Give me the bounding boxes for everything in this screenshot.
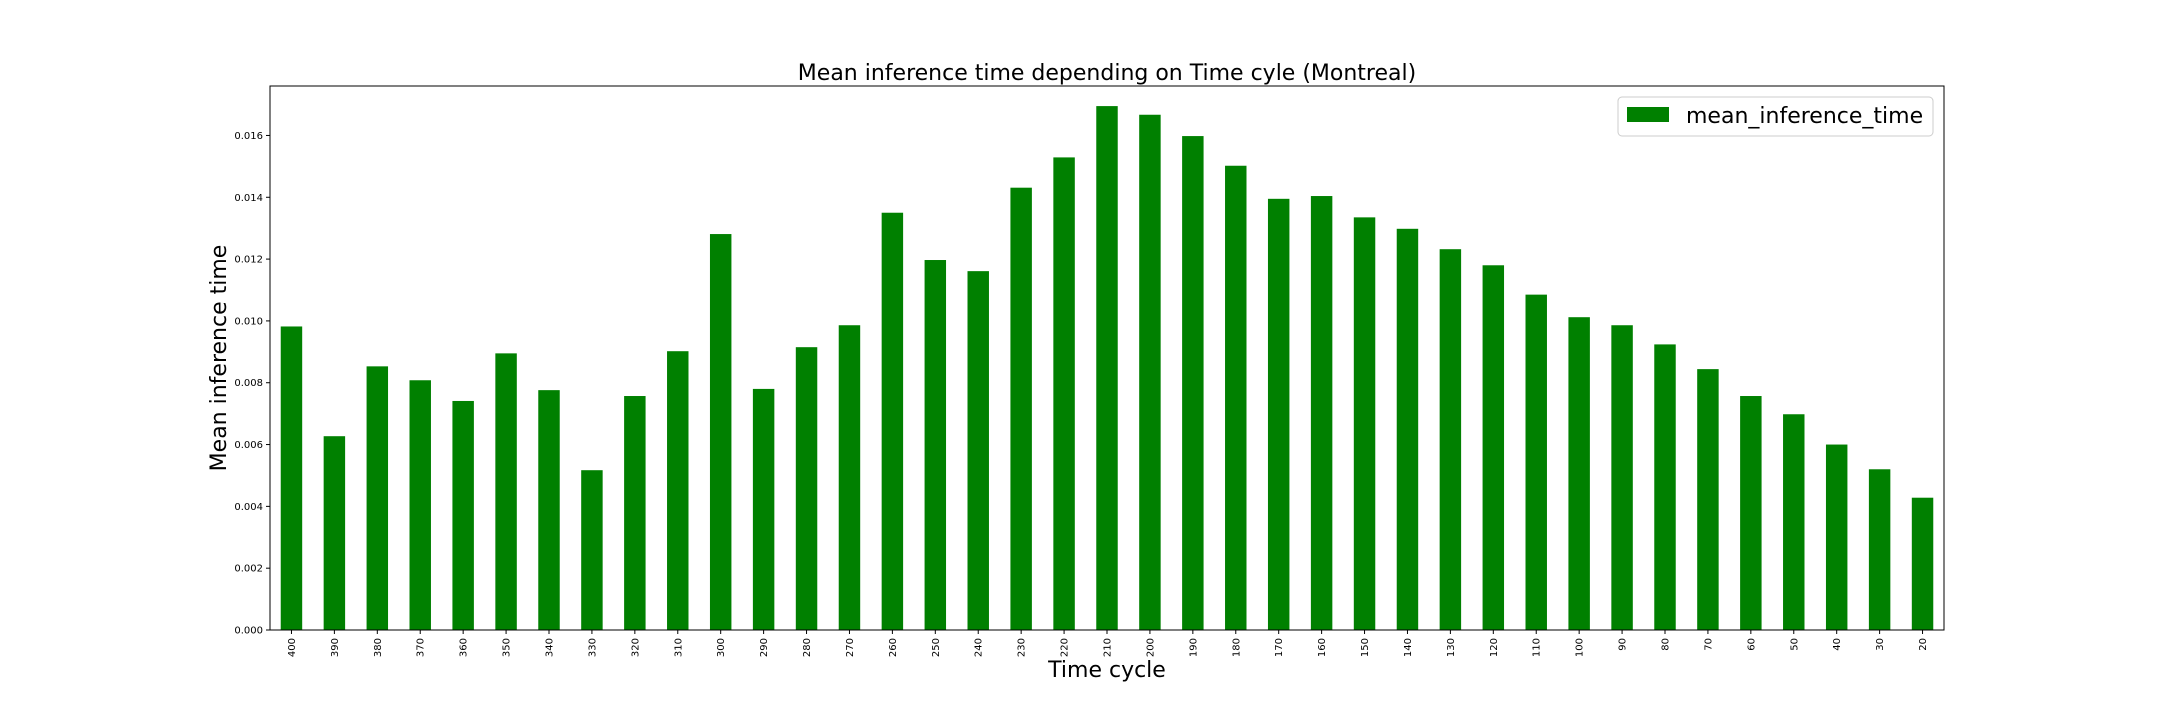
x-tick-label: 380: [373, 638, 384, 657]
y-tick-label: 0.012: [234, 255, 263, 266]
x-tick-label: 330: [587, 638, 598, 657]
x-tick-label: 160: [1317, 638, 1328, 657]
x-tick-label: 80: [1661, 638, 1672, 651]
x-tick-label: 340: [545, 638, 556, 657]
bar-250: [924, 260, 947, 630]
legend-swatch: [1627, 107, 1669, 122]
legend-label: mean_inference_time: [1686, 104, 1923, 129]
y-tick-label: 0.008: [234, 378, 263, 389]
y-tick-label: 0.014: [234, 193, 263, 204]
bar-380: [366, 366, 389, 630]
bar-190: [1182, 136, 1204, 630]
plot-frame: [269, 85, 1945, 631]
x-axis-label: Time cycle: [1047, 658, 1166, 683]
x-tick-label: 50: [1789, 638, 1800, 651]
bar-340: [538, 390, 560, 630]
x-tick-label: 310: [673, 638, 684, 657]
bar-290: [752, 388, 775, 630]
bar-390: [323, 436, 346, 630]
x-tick-label: 210: [1103, 638, 1114, 657]
y-tick-label: 0.000: [234, 626, 263, 637]
x-tick-label: 180: [1231, 638, 1242, 657]
x-tick-label: 110: [1532, 638, 1543, 657]
x-tick-label: 20: [1918, 638, 1929, 651]
y-axis-label: Mean inference time: [207, 245, 232, 472]
bar-60: [1740, 396, 1762, 630]
x-tick-label: 90: [1618, 638, 1629, 651]
y-tick-label: 0.006: [234, 440, 263, 451]
x-tick-label: 370: [416, 638, 427, 657]
bar-70: [1697, 369, 1719, 630]
x-tick-label: 280: [802, 638, 813, 657]
x-tick-label: 360: [459, 638, 470, 657]
bar-160: [1310, 196, 1333, 630]
bar-350: [495, 353, 517, 630]
bar-400: [280, 326, 303, 630]
x-tick-label: 290: [759, 638, 770, 657]
bar-260: [881, 212, 904, 630]
x-tick-label: 130: [1446, 638, 1457, 657]
bar-310: [667, 351, 689, 630]
bar-210: [1096, 106, 1118, 630]
x-tick-label: 240: [974, 638, 985, 657]
bar-180: [1225, 165, 1247, 630]
bar-220: [1053, 157, 1075, 630]
x-tick-label: 200: [1145, 638, 1156, 657]
x-tick-label: 270: [845, 638, 856, 657]
bar-370: [409, 380, 431, 630]
bar-50: [1783, 414, 1805, 630]
x-tick-label: 220: [1060, 638, 1071, 657]
bar-300: [709, 234, 732, 630]
y-tick-label: 0.016: [234, 131, 263, 142]
bar-200: [1139, 114, 1161, 630]
x-tick-label: 350: [502, 638, 513, 657]
x-tick-label: 390: [330, 638, 341, 657]
x-tick-label: 260: [888, 638, 899, 657]
y-tick-label: 0.004: [234, 502, 263, 513]
x-tick-label: 70: [1703, 638, 1714, 651]
bar-170: [1267, 198, 1290, 630]
bar-90: [1611, 325, 1633, 630]
x-tick-label: 320: [630, 638, 641, 657]
x-tick-label: 400: [287, 638, 298, 657]
bar-360: [452, 400, 474, 630]
x-axis: 400 390 380 370 360 350 340 330 320 310 300 290 280 2…: [287, 630, 1929, 657]
y-axis: 0.000 0.002 0.004 0.006 0.008 0.010 0.012 0.014…: [234, 131, 270, 637]
bar-320: [624, 396, 646, 630]
x-tick-label: 230: [1017, 638, 1028, 657]
x-tick-label: 100: [1575, 638, 1586, 657]
x-tick-label: 40: [1832, 638, 1843, 651]
x-tick-label: 140: [1403, 638, 1414, 657]
bar-280: [795, 347, 818, 630]
x-tick-label: 170: [1274, 638, 1285, 657]
x-tick-label: 250: [931, 638, 942, 657]
bars-group: [280, 106, 1934, 631]
bar-110: [1525, 294, 1547, 630]
legend: mean_inference_time: [1617, 96, 1934, 137]
bar-140: [1396, 228, 1419, 631]
bar-240: [967, 271, 989, 630]
bar-130: [1439, 249, 1462, 630]
bar-40: [1825, 444, 1848, 630]
bar-80: [1654, 344, 1676, 630]
y-tick-label: 0.010: [234, 316, 263, 327]
bar-230: [1010, 187, 1032, 630]
bar-150: [1353, 217, 1376, 630]
x-tick-label: 150: [1360, 638, 1371, 657]
x-tick-label: 30: [1875, 638, 1886, 651]
bar-120: [1482, 265, 1505, 630]
bar-20: [1911, 497, 1934, 630]
y-tick-label: 0.002: [234, 564, 263, 575]
x-tick-label: 300: [716, 638, 727, 657]
bar-330: [581, 470, 603, 630]
x-tick-label: 60: [1746, 638, 1757, 651]
chart-title: Mean inference time depending on Time cy…: [798, 61, 1416, 86]
legend-box: [1617, 96, 1934, 137]
x-tick-label: 120: [1489, 638, 1500, 657]
bar-100: [1568, 317, 1590, 630]
bar-30: [1868, 469, 1891, 630]
bar-270: [838, 325, 861, 630]
x-tick-label: 190: [1188, 638, 1199, 657]
